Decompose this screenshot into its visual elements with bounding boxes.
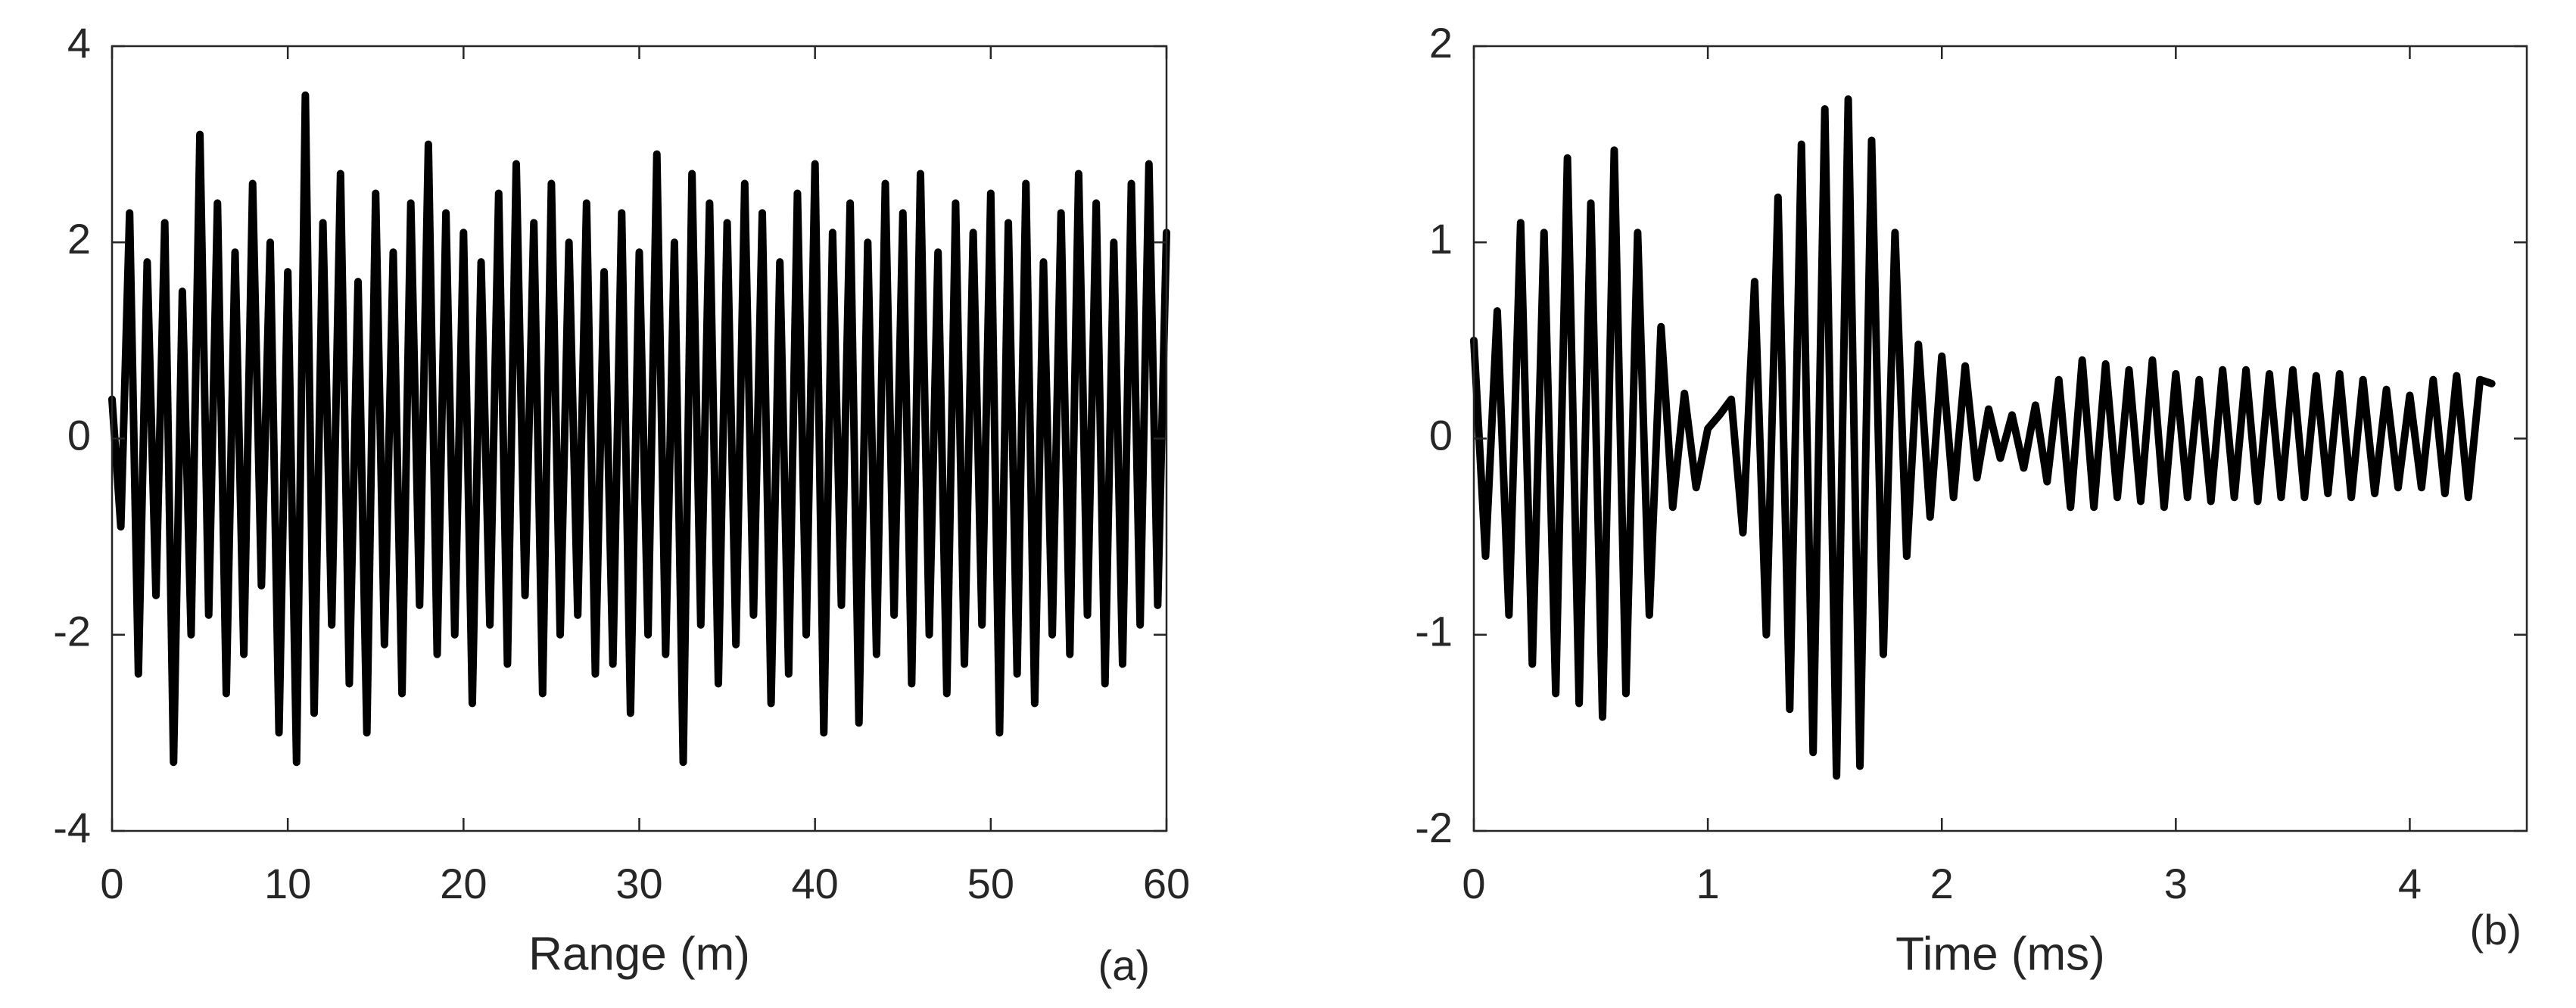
y-tick-label: 2: [1429, 19, 1453, 67]
x-tick-label: 30: [615, 860, 662, 907]
y-tick-label: -2: [53, 608, 91, 655]
y-tick-label: -1: [1415, 608, 1453, 655]
data-line: [108, 91, 1170, 767]
data-line: [1470, 95, 2496, 780]
panel-label: (b): [2470, 906, 2521, 954]
x-tick-label: 10: [264, 860, 311, 907]
x-tick-label: 40: [792, 860, 839, 907]
x-tick-label: 50: [967, 860, 1014, 907]
x-axis-label: Time (ms): [1895, 928, 2105, 980]
x-tick-label: 20: [440, 860, 487, 907]
y-tick-label: -2: [1415, 804, 1453, 851]
x-tick-label: 3: [2164, 860, 2188, 907]
y-tick-label: 0: [1429, 411, 1453, 459]
y-tick-label: 2: [67, 215, 91, 263]
x-tick-label: 60: [1143, 860, 1190, 907]
x-tick-label: 1: [1696, 860, 1720, 907]
x-tick-label: 0: [1462, 860, 1485, 907]
x-tick-label: 2: [1930, 860, 1954, 907]
y-tick-label: 0: [67, 411, 91, 459]
y-tick-label: -4: [53, 804, 91, 851]
panel-label: (a): [1098, 941, 1150, 989]
x-tick-label: 4: [2398, 860, 2422, 907]
x-tick-label: 0: [100, 860, 123, 907]
x-axis-label: Range (m): [528, 928, 750, 980]
y-tick-label: 1: [1429, 215, 1453, 263]
y-tick-label: 4: [67, 19, 91, 67]
